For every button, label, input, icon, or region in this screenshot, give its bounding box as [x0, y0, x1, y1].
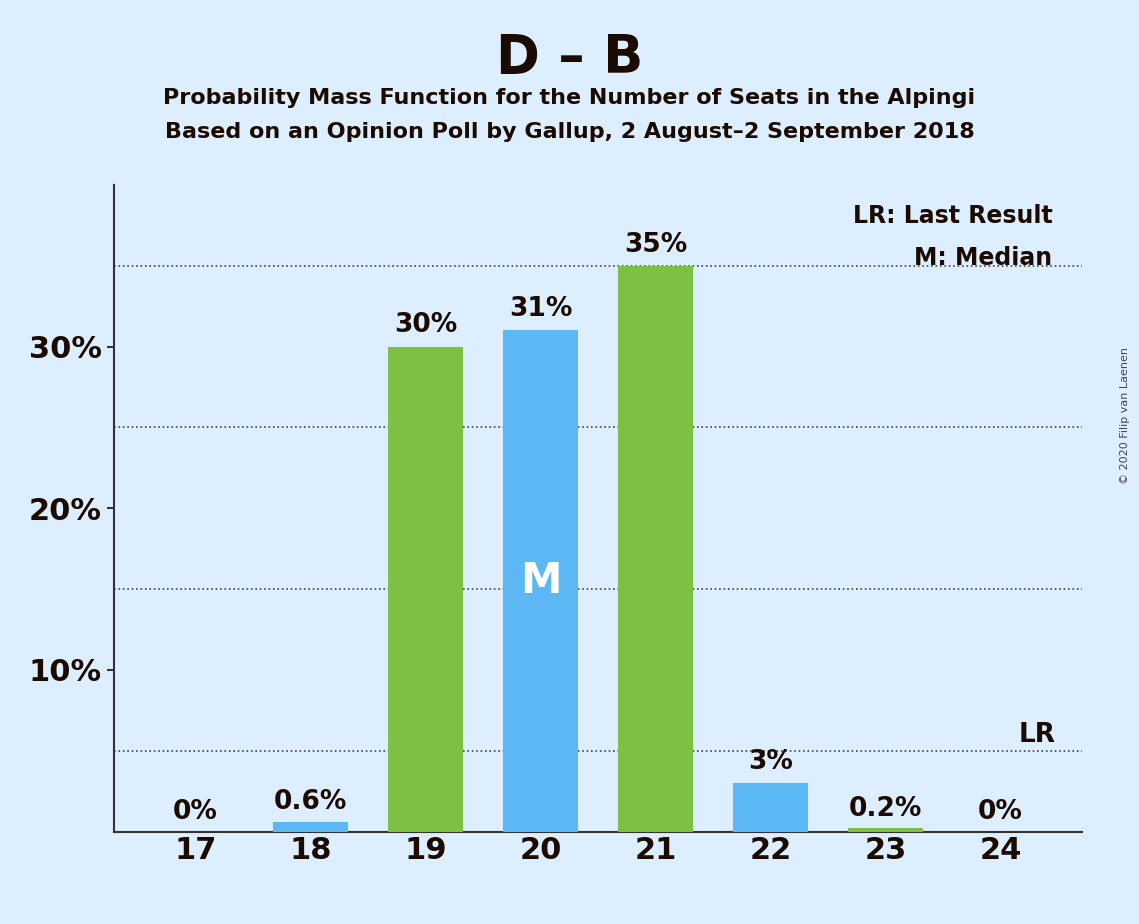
Text: M: M: [519, 560, 562, 602]
Bar: [849, 829, 923, 832]
Text: 35%: 35%: [624, 232, 687, 258]
Text: © 2020 Filip van Laenen: © 2020 Filip van Laenen: [1120, 347, 1130, 484]
Bar: [503, 330, 577, 832]
Bar: [273, 822, 347, 832]
Text: 3%: 3%: [748, 749, 793, 775]
Text: M: Median: M: Median: [915, 246, 1052, 270]
Text: 0.2%: 0.2%: [849, 796, 923, 822]
Text: Probability Mass Function for the Number of Seats in the Alpingi: Probability Mass Function for the Number…: [163, 88, 976, 108]
Text: Based on an Opinion Poll by Gallup, 2 August–2 September 2018: Based on an Opinion Poll by Gallup, 2 Au…: [165, 122, 974, 142]
Text: 0.6%: 0.6%: [273, 789, 347, 816]
Text: D – B: D – B: [495, 32, 644, 84]
Text: 0%: 0%: [978, 799, 1023, 825]
Bar: [618, 266, 693, 832]
Bar: [734, 784, 808, 832]
Text: LR: LR: [1019, 722, 1056, 748]
Text: LR: Last Result: LR: Last Result: [853, 204, 1052, 228]
Text: 31%: 31%: [509, 297, 572, 322]
Text: 30%: 30%: [394, 312, 457, 338]
Text: 0%: 0%: [173, 799, 218, 825]
Bar: [388, 346, 462, 832]
